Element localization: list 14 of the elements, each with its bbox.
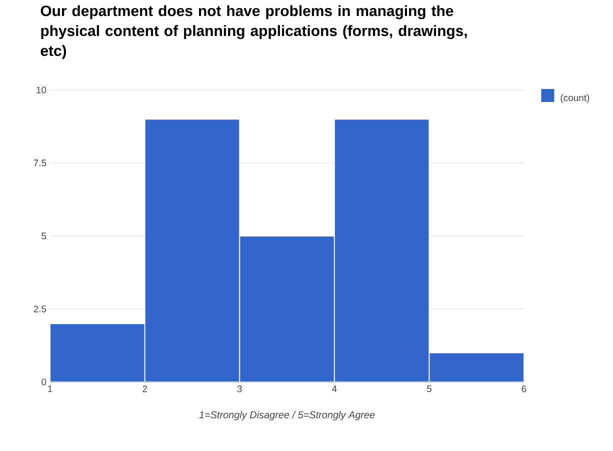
x-tick-label: 3: [237, 386, 242, 392]
y-tick-label: 7.5: [34, 160, 46, 166]
chart-title: Our department does not have problems in managing the physical content of planning applications (forms, drawings, etc): [40, 5, 467, 59]
y-tick-label: 0: [42, 378, 46, 386]
y-tick-label: 2.5: [34, 306, 46, 312]
x-tick-label: 4: [332, 386, 337, 392]
x-tick-label: 1: [48, 386, 52, 392]
y-tick-label: 10: [36, 86, 46, 94]
x-tick-label: 5: [426, 386, 432, 392]
y-tick-label: 5: [42, 232, 46, 240]
legend-label: (count): [560, 94, 590, 103]
x-tick-label: 6: [522, 386, 526, 392]
x-tick-label: 2: [142, 386, 147, 392]
x-axis-title: 1=Strongly Disagree / 5=Strongly Agree: [199, 411, 375, 420]
